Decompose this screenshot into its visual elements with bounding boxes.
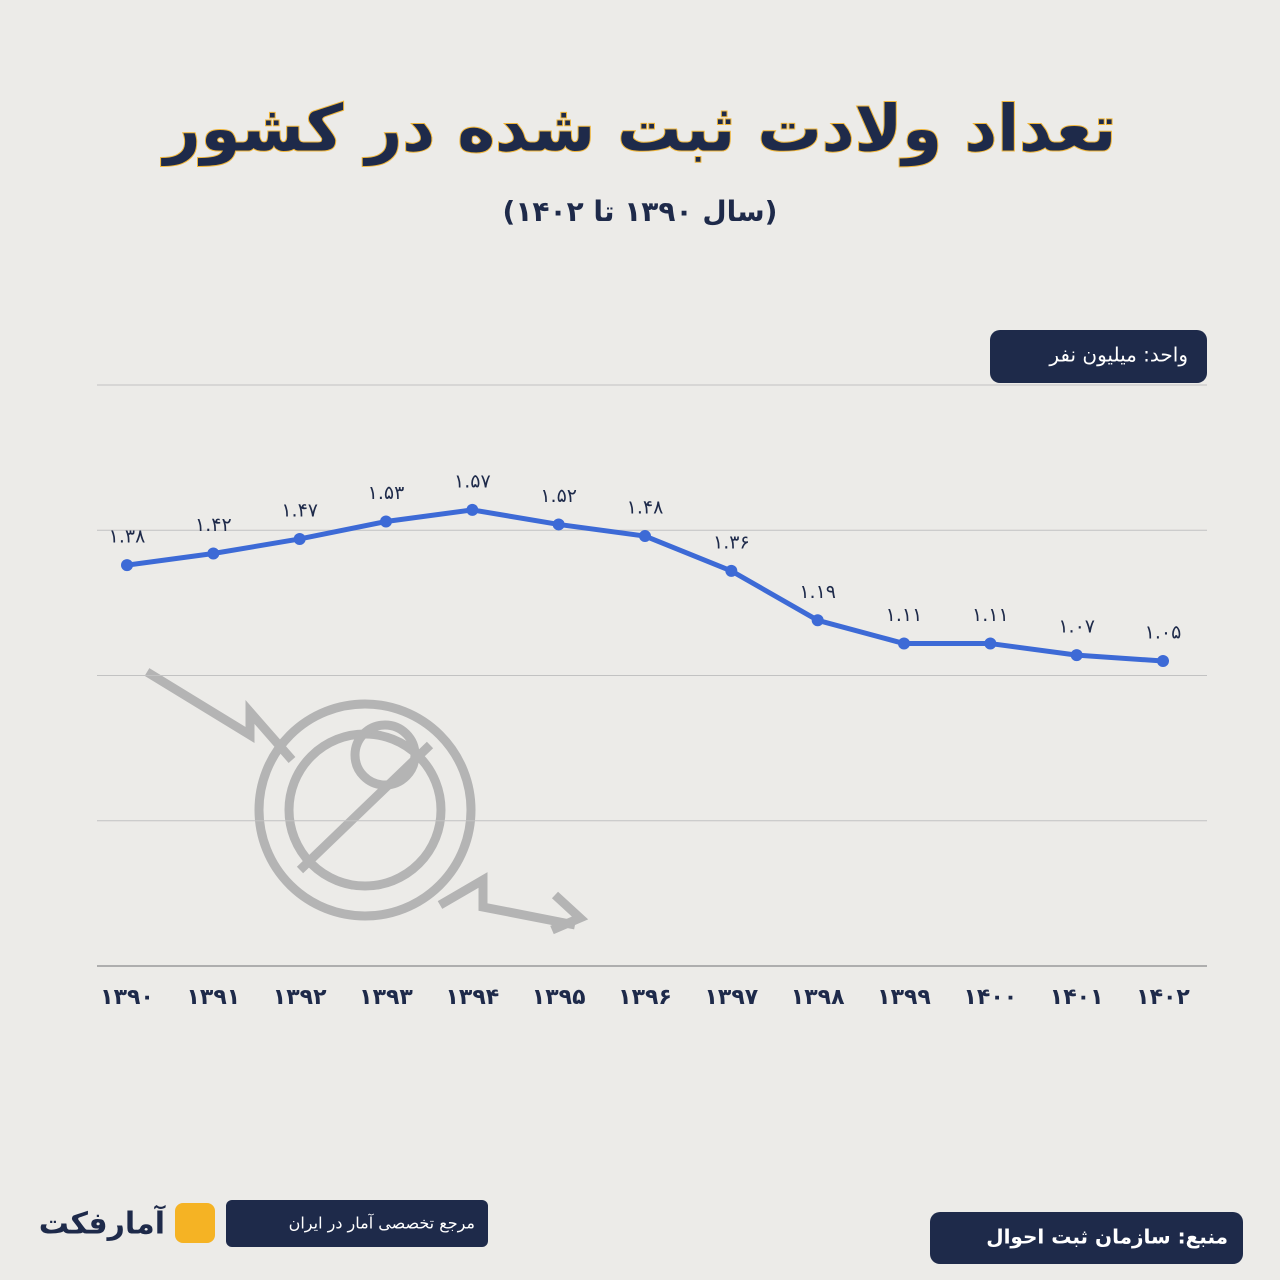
x-tick-label: ۱۳۹۰ — [100, 985, 154, 1010]
brand-tagline: مرجع تخصصی آمار در ایران — [289, 1214, 475, 1234]
data-point — [1157, 654, 1169, 667]
x-tick-label: ۱۳۹۴ — [445, 985, 499, 1010]
x-tick-label: ۱۳۹۲ — [273, 985, 327, 1010]
x-tick-label: ۱۳۹۵ — [532, 985, 586, 1010]
x-tick-label: ۱۳۹۱ — [186, 985, 240, 1010]
data-point — [552, 518, 565, 531]
brand-badge — [226, 1200, 488, 1247]
data-label: ۱.۵۲ — [540, 485, 577, 507]
data-point — [725, 564, 738, 577]
data-label: ۱.۵۷ — [454, 470, 491, 492]
x-tick-label: ۱۳۹۳ — [359, 985, 413, 1010]
data-point — [380, 515, 392, 528]
illustration — [144, 668, 589, 935]
data-point — [639, 530, 651, 543]
x-tick-label: ۱۳۹۹ — [877, 985, 931, 1010]
unit-label: واحد: میلیون نفر — [1048, 343, 1188, 367]
chart-subtitle: (سال ۱۳۹۰ تا ۱۴۰۲) — [503, 195, 778, 228]
data-point — [984, 637, 997, 650]
x-tick-label: ۱۴۰۰ — [963, 985, 1017, 1010]
data-label: ۱.۳۸ — [109, 526, 146, 548]
x-tick-label: ۱۳۹۷ — [704, 985, 758, 1010]
data-label: ۱.۴۸ — [627, 497, 664, 519]
data-label: ۱.۰۵ — [1145, 621, 1182, 643]
data-point — [811, 614, 824, 627]
chart-title: تعداد ولادت ثبت شده در کشور — [161, 93, 1117, 167]
source-badge — [930, 1212, 1243, 1264]
x-tick-label: ۱۳۹۶ — [618, 985, 672, 1010]
data-label: ۱.۱۱ — [886, 604, 923, 626]
data-point — [898, 637, 910, 650]
data-point — [466, 503, 479, 516]
data-label: ۱.۱۹ — [799, 581, 836, 603]
source: منبع: سازمان ثبت احوال — [986, 1225, 1228, 1249]
data-label: ۱.۵۳ — [368, 482, 405, 504]
data-point — [293, 532, 306, 545]
data-label: ۱.۰۷ — [1058, 616, 1095, 638]
unit-badge — [990, 330, 1207, 383]
data-label: ۱.۱۱ — [972, 604, 1009, 626]
x-tick-label: ۱۳۹۸ — [791, 985, 845, 1010]
data-point — [121, 559, 133, 572]
data-label: ۱.۴۷ — [281, 499, 318, 521]
x-tick-label: ۱۴۰۲ — [1136, 985, 1190, 1010]
x-tick-label: ۱۴۰۱ — [1050, 985, 1104, 1010]
brand-name: آمارفکت — [39, 1205, 166, 1242]
data-label: ۱.۳۶ — [713, 531, 750, 553]
data-label: ۱.۴۲ — [195, 514, 232, 536]
data-point — [207, 547, 220, 560]
data-point — [1070, 649, 1083, 662]
brand-icon — [175, 1203, 215, 1243]
